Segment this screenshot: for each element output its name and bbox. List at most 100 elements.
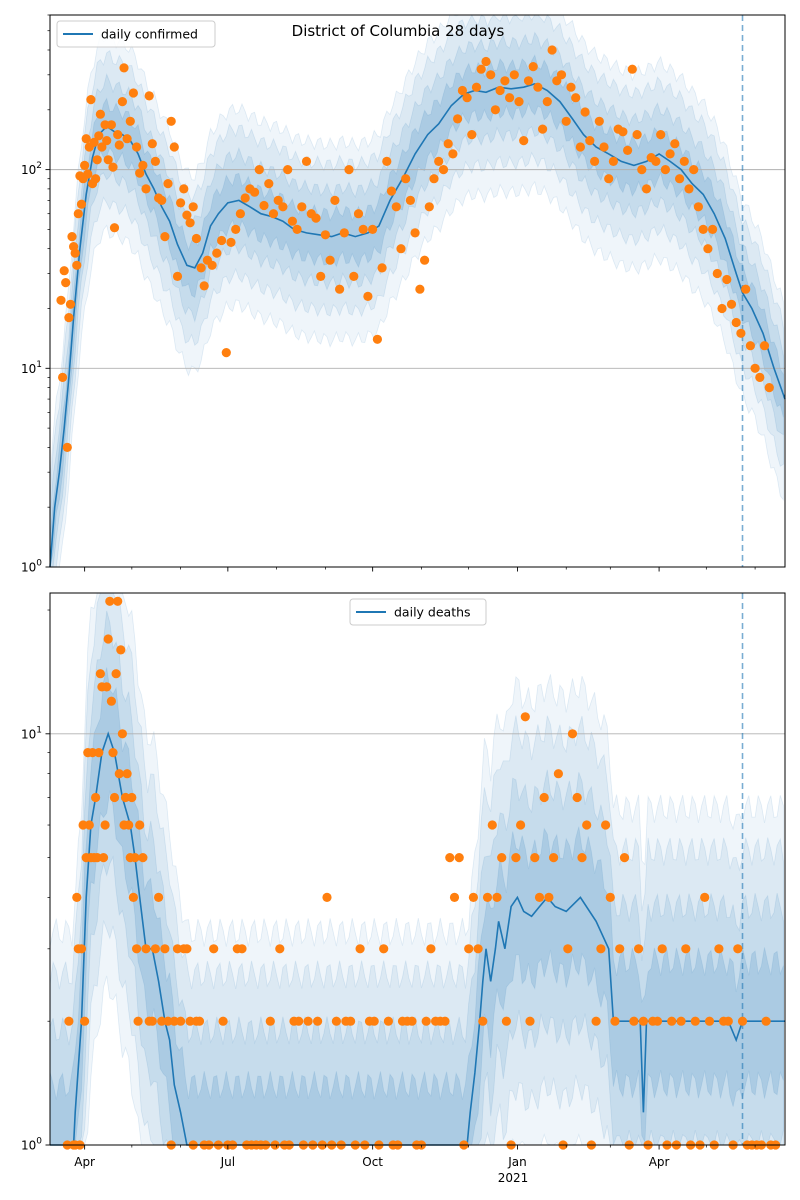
confirmed-data-point (519, 136, 529, 146)
deaths-data-point (106, 696, 116, 706)
confirmed-band-95pct (49, 14, 784, 568)
deaths-data-point (154, 892, 164, 903)
confirmed-data-point (703, 244, 713, 254)
confirmed-data-point (330, 195, 340, 205)
deaths-data-point (95, 669, 105, 679)
deaths-legend: daily deaths (349, 598, 487, 626)
confirmed-data-point (349, 271, 359, 281)
confirmed-data-point (698, 224, 708, 234)
confirmed-data-point (750, 363, 760, 373)
deaths-data-point (185, 1016, 195, 1026)
confirmed-data-point (76, 199, 87, 209)
deaths-data-point (478, 1016, 488, 1026)
confirmed-data-point (401, 174, 411, 184)
confirmed-data-point (147, 139, 157, 149)
deaths-data-point (87, 748, 98, 758)
deaths-data-point (487, 820, 497, 830)
confirmed-data-point (70, 248, 80, 258)
confirmed-data-point (83, 169, 93, 179)
deaths-data-point (169, 1016, 179, 1026)
confirmed-data-point (745, 341, 756, 351)
deaths-data-point (117, 729, 127, 739)
confirmed-data-point (264, 179, 274, 189)
deaths-data-point (497, 853, 507, 863)
confirmed-data-point (420, 255, 430, 265)
confirmed-data-point (176, 198, 186, 208)
deaths-data-point (105, 596, 115, 606)
confirmed-data-point (297, 202, 307, 212)
confirmed-data-point (448, 149, 458, 159)
confirmed-data-point (212, 248, 222, 258)
confirmed-data-point (386, 186, 397, 196)
confirmed-data-point (196, 263, 206, 273)
confirmed-data-point (62, 442, 72, 452)
confirmed-data-point (358, 224, 368, 234)
confirmed-data-point (97, 142, 107, 152)
deaths-data-point (464, 944, 474, 954)
deaths-data-point (383, 1016, 393, 1026)
confirmed-data-point (108, 162, 118, 172)
confirmed-data-point (353, 209, 364, 219)
deaths-data-point (122, 769, 132, 779)
confirmed-data-point (509, 70, 519, 80)
confirmed-data-point (764, 383, 774, 393)
deaths-data-point (209, 944, 219, 954)
confirmed-data-point (217, 235, 227, 246)
confirmed-data-point (368, 224, 378, 234)
confirmed-data-point (102, 136, 112, 146)
confirmed-data-point (632, 130, 642, 140)
deaths-data-point (733, 944, 743, 954)
deaths-data-point (667, 1016, 677, 1026)
deaths-data-point (132, 944, 142, 954)
deaths-data-point (567, 729, 578, 739)
confirmed-data-point (287, 216, 297, 226)
confirmed-data-point (656, 130, 666, 140)
deaths-data-point (265, 1016, 275, 1026)
deaths-data-point (303, 1016, 313, 1026)
confirmed-data-point (92, 155, 102, 165)
confirmed-axes-frame (49, 14, 786, 568)
deaths-data-point (182, 944, 192, 954)
deaths-data-point (449, 892, 460, 903)
deaths-data-point (501, 1016, 511, 1026)
confirmed-data-point (109, 223, 120, 233)
deaths-data-point (634, 944, 644, 954)
deaths-data-point (218, 1016, 228, 1026)
confirmed-data-point (500, 76, 510, 86)
confirmed-legend: daily confirmed (56, 20, 216, 48)
confirmed-data-point (490, 105, 500, 115)
confirmed-data-point (207, 260, 217, 270)
deaths-data-point (690, 1016, 700, 1026)
confirmed-data-point (741, 284, 751, 294)
confirmed-data-point (150, 156, 160, 166)
confirmed-data-point (89, 137, 99, 147)
deaths-data-point (91, 792, 101, 803)
deaths-data-point (629, 1016, 639, 1026)
confirmed-data-point (471, 82, 482, 92)
confirmed-data-point (533, 82, 543, 92)
deaths-data-point (102, 682, 112, 692)
confirmed-data-point (240, 193, 250, 203)
confirmed-data-point (113, 130, 123, 140)
confirmed-data-point (736, 328, 746, 338)
chart-title: District of Columbia 28 days (292, 22, 505, 40)
deaths-x-tick-label: Jan (507, 1155, 527, 1169)
confirmed-data-point (157, 195, 167, 205)
confirmed-data-point (185, 218, 195, 228)
deaths-data-point (346, 1016, 356, 1026)
confirmed-data-point (514, 97, 524, 107)
deaths-data-point (147, 1016, 157, 1026)
confirmed-data-point (377, 263, 387, 273)
confirmed-data-point (523, 76, 534, 86)
confirmed-data-point (410, 228, 420, 238)
deaths-data-point (128, 892, 138, 903)
deaths-data-point (194, 1016, 205, 1026)
confirmed-data-point (278, 202, 288, 212)
confirmed-data-point (604, 174, 614, 184)
confirmed-data-point (391, 202, 401, 212)
confirmed-data-point (372, 334, 382, 344)
confirmed-data-point (712, 268, 722, 279)
confirmed-band-50pct (49, 54, 784, 568)
